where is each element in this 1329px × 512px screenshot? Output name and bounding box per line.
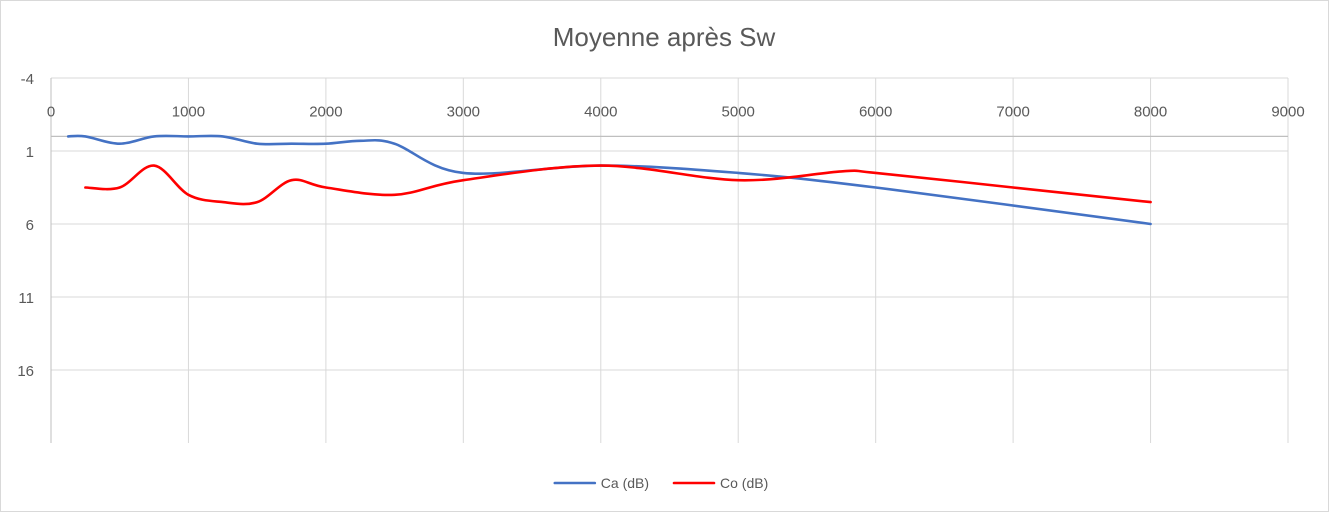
y-tick-label: 6: [26, 217, 34, 234]
legend: Ca (dB) Co (dB): [553, 475, 768, 491]
y-tick-label: -4: [21, 71, 34, 88]
x-tick-label: 5000: [722, 103, 755, 120]
x-tick-label: 9000: [1271, 103, 1304, 120]
legend-label: Co (dB): [720, 475, 768, 491]
x-tick-label: 0: [47, 103, 55, 120]
gridlines: [51, 77, 1289, 443]
x-tick-label: 8000: [1134, 103, 1167, 120]
series-lines: [66, 134, 1152, 226]
y-tick-label: 11: [18, 290, 34, 307]
legend-label: Ca (dB): [601, 475, 649, 491]
x-tick-label: 2000: [309, 103, 342, 120]
x-tick-label: 4000: [584, 103, 617, 120]
x-tick-label: 1000: [172, 103, 205, 120]
chart-title: Moyenne après Sw: [553, 22, 776, 52]
x-tick-label: 7000: [996, 103, 1029, 120]
tick-labels: 0 1000 2000 3000 4000 5000 6000 7000 8000 9000 -4 1…: [17, 71, 1304, 380]
y-tick-label: 16: [17, 363, 34, 380]
axes: [50, 78, 1288, 443]
series-line-ca-db: [66, 134, 1152, 226]
series-line-co-db: [84, 164, 1152, 206]
x-tick-label: 3000: [447, 103, 480, 120]
y-tick-label: 1: [26, 144, 34, 161]
x-tick-label: 6000: [859, 103, 892, 120]
